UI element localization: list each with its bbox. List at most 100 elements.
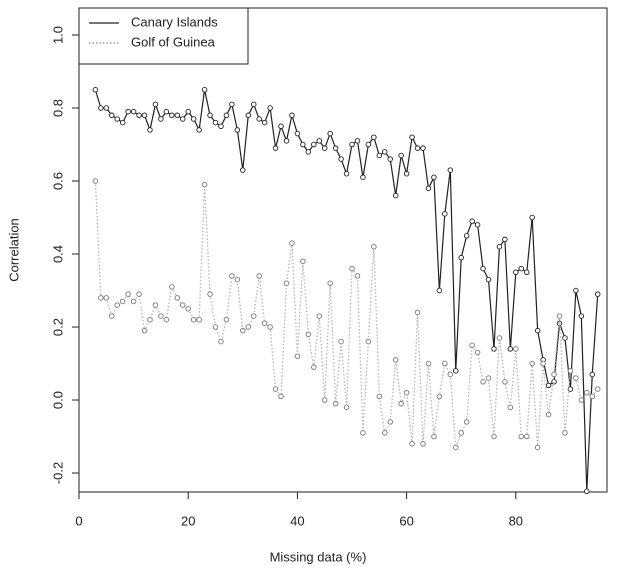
data-point: [431, 174, 437, 181]
data-point: [147, 316, 153, 323]
data-point: [594, 386, 601, 392]
data-point: [584, 488, 590, 495]
data-point: [491, 433, 497, 440]
data-point: [218, 338, 224, 345]
data-point: [141, 112, 148, 119]
data-point: [447, 167, 454, 173]
data-point: [453, 368, 459, 374]
x-tick-label: 60: [399, 513, 413, 528]
series-line: [94, 89, 599, 492]
data-point: [392, 192, 399, 199]
data-point: [305, 149, 312, 155]
data-point: [349, 141, 355, 148]
data-point: [463, 233, 470, 239]
legend-box: [78, 7, 249, 65]
data-point: [169, 284, 175, 290]
y-tick-label: 0.4: [50, 245, 65, 263]
data-point: [92, 178, 99, 184]
data-point: [562, 335, 568, 341]
data-point: [207, 112, 213, 119]
data-point: [491, 346, 497, 352]
data-point: [109, 313, 115, 319]
data-point: [283, 280, 290, 286]
data-point: [529, 214, 535, 221]
data-point: [376, 152, 383, 159]
data-point: [234, 276, 241, 283]
data-point: [469, 218, 475, 224]
data-point: [316, 313, 322, 319]
data-point: [485, 276, 492, 283]
data-point: [92, 87, 99, 93]
data-point: [480, 379, 486, 385]
data-point: [507, 404, 514, 411]
data-point: [201, 181, 208, 188]
data-point: [119, 119, 126, 126]
data-point: [218, 123, 224, 130]
data-point: [109, 112, 115, 119]
data-point: [207, 291, 213, 297]
data-point: [119, 298, 126, 305]
data-point: [387, 156, 393, 162]
data-point: [289, 112, 295, 119]
data-point: [316, 138, 322, 144]
data-point: [469, 342, 475, 349]
data-point: [272, 386, 279, 392]
data-point: [409, 441, 415, 447]
data-point: [169, 112, 175, 119]
data-point: [354, 138, 361, 144]
data-point: [403, 170, 410, 177]
data-point: [534, 327, 541, 334]
data-point: [250, 101, 257, 108]
data-point: [573, 375, 579, 381]
data-point: [190, 316, 197, 323]
data-point: [261, 320, 268, 327]
data-point: [229, 273, 235, 279]
data-point: [223, 316, 230, 323]
data-point: [371, 243, 377, 250]
data-point: [294, 353, 301, 359]
data-point: [502, 236, 508, 243]
data-point: [556, 313, 563, 319]
data-point: [436, 287, 443, 294]
data-point: [338, 338, 344, 345]
data-point: [545, 411, 552, 418]
data-point: [545, 382, 552, 389]
data-point: [283, 138, 290, 144]
data-point: [185, 108, 191, 115]
data-point: [174, 295, 181, 301]
data-point: [447, 371, 454, 378]
data-point: [190, 116, 197, 122]
data-point: [300, 141, 306, 148]
data-point: [584, 389, 590, 396]
data-point: [518, 265, 525, 272]
data-point: [567, 386, 574, 392]
data-point: [414, 145, 421, 151]
data-point: [463, 419, 470, 425]
data-point: [125, 291, 131, 297]
data-point: [513, 346, 519, 352]
data-point: [589, 393, 596, 400]
data-point: [507, 346, 514, 352]
data-point: [250, 313, 257, 319]
data-point: [425, 360, 432, 367]
data-point: [349, 265, 355, 272]
data-point: [305, 331, 312, 338]
data-point: [360, 174, 366, 181]
data-point: [201, 87, 208, 93]
y-tick-label: 0.2: [50, 318, 65, 336]
data-point: [267, 324, 273, 330]
data-point: [589, 371, 596, 378]
data-point: [278, 123, 284, 130]
data-point: [371, 134, 377, 140]
data-point: [398, 400, 404, 407]
data-point: [311, 141, 317, 148]
data-point: [578, 313, 585, 319]
data-point: [240, 167, 246, 173]
x-tick-label: 20: [181, 513, 195, 528]
data-point: [458, 430, 464, 436]
data-point: [185, 306, 191, 312]
data-point: [594, 291, 601, 297]
data-point: [267, 105, 273, 111]
data-point: [365, 338, 372, 345]
x-tick-label: 0: [75, 513, 82, 528]
